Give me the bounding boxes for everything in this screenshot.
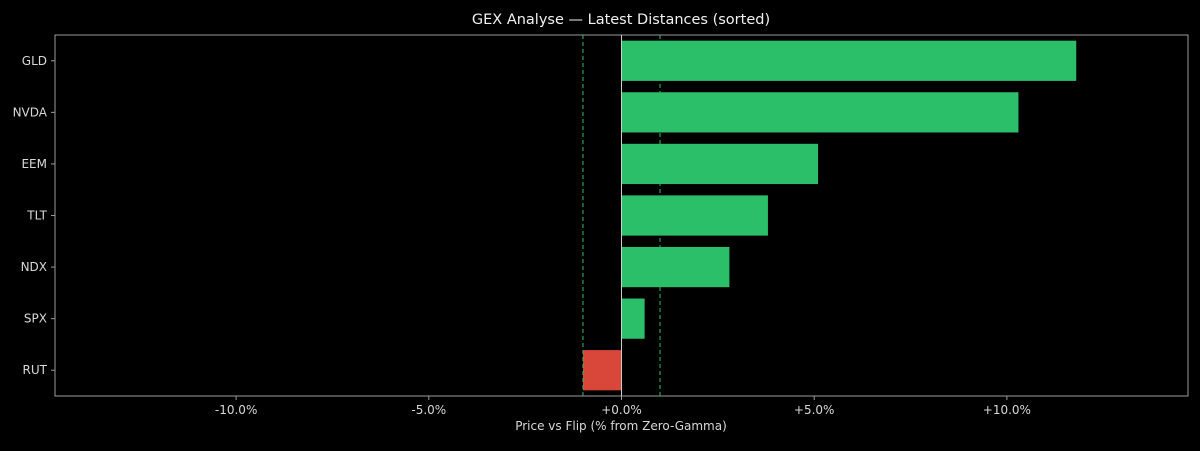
x-axis-label: Price vs Flip (% from Zero-Gamma) bbox=[515, 419, 727, 433]
bar-gld bbox=[621, 40, 1077, 81]
x-tick-label-5: +10.0% bbox=[983, 403, 1031, 417]
bar-eem bbox=[621, 143, 819, 185]
plot-area: GLD NVDA EEM TLT NDX SPX RUT -10.0% -5.0% +0.0% +5… bbox=[13, 34, 1189, 417]
y-tick-label-rut: RUT bbox=[23, 363, 48, 377]
bar-nvda bbox=[621, 92, 1019, 133]
y-tick-label-tlt: TLT bbox=[26, 209, 47, 223]
y-tick-label-eem: EEM bbox=[21, 157, 47, 171]
y-tick-label-nvda: NVDA bbox=[13, 105, 48, 119]
chart-title: GEX Analyse — Latest Distances (sorted) bbox=[472, 12, 770, 28]
x-tick-label-1: -10.0% bbox=[215, 403, 257, 417]
y-tick-label-ndx: NDX bbox=[21, 260, 47, 274]
x-tick-label-4: +5.0% bbox=[794, 403, 835, 417]
bar-rut bbox=[582, 350, 622, 391]
bar-ndx bbox=[621, 246, 730, 288]
bar-tlt bbox=[621, 195, 768, 236]
bar-spx bbox=[621, 298, 645, 339]
y-tick-label-spx: SPX bbox=[24, 312, 47, 326]
y-tick-label-gld: GLD bbox=[22, 54, 47, 68]
x-tick-label-2: -5.0% bbox=[411, 403, 446, 417]
x-tick-label-3: +0.0% bbox=[601, 403, 642, 417]
